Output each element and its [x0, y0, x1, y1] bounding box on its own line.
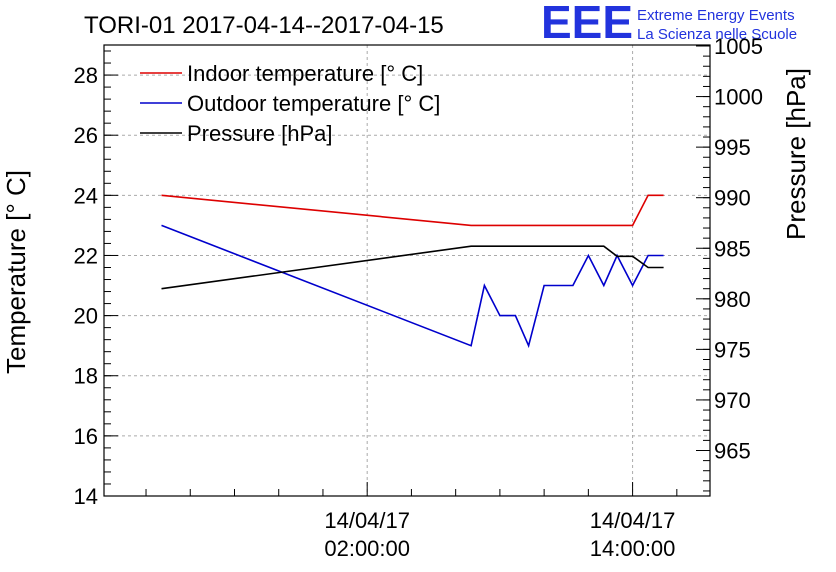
y-right-tick-label: 970: [714, 388, 751, 413]
y-left-tick-label: 24: [74, 183, 98, 208]
y-right-tick-label: 995: [714, 135, 751, 160]
logo-mark: EEE: [541, 0, 633, 48]
y-right-tick-label: 990: [714, 186, 751, 211]
logo-line2: La Scienza nelle Scuole: [637, 26, 797, 43]
eee-logo: EEE Extreme Energy Events La Scienza nel…: [541, 0, 797, 48]
legend-label: Outdoor temperature [° C]: [187, 91, 440, 116]
x-tick-time: 02:00:00: [324, 536, 410, 561]
y-left-tick-label: 28: [74, 63, 98, 88]
y-right-tick-label: 1005: [714, 34, 763, 59]
series-line-1: [161, 224, 664, 349]
y-left-label: Temperature [° C]: [1, 170, 31, 374]
y-left-tick-label: 26: [74, 123, 98, 148]
y-right-tick-label: 980: [714, 287, 751, 312]
x-tick-date: 14/04/17: [324, 508, 410, 533]
x-tick-date: 14/04/17: [590, 508, 676, 533]
series-line-0: [161, 194, 664, 227]
y-right-tick-label: 985: [714, 236, 751, 261]
y-left-tick-label: 16: [74, 424, 98, 449]
legend-label: Pressure [hPa]: [187, 121, 333, 146]
logo-line1: Extreme Energy Events: [637, 7, 795, 24]
series-line-2: [161, 245, 664, 290]
series: [161, 194, 664, 349]
chart-title: TORI-01 2017-04-14--2017-04-15: [84, 12, 444, 39]
y-left-tick-label: 18: [74, 364, 98, 389]
y-right-tick-label: 975: [714, 337, 751, 362]
y-left-tick-label: 22: [74, 243, 98, 268]
y-right-label: Pressure [hPa]: [781, 68, 811, 240]
x-tick-time: 14:00:00: [590, 536, 676, 561]
y-left-tick-label: 14: [74, 484, 98, 509]
legend-label: Indoor temperature [° C]: [187, 61, 423, 86]
y-right-tick-label: 1000: [714, 85, 763, 110]
plot-frame: [103, 44, 711, 497]
legend: Indoor temperature [° C] Outdoor temperat…: [140, 61, 440, 146]
y-left-tick-label: 20: [74, 304, 98, 329]
y-right-tick-label: 965: [714, 438, 751, 463]
axes: 14 16 18 20 22 24 26 28 965 970 975 980 985 990 995 100…: [74, 34, 763, 561]
